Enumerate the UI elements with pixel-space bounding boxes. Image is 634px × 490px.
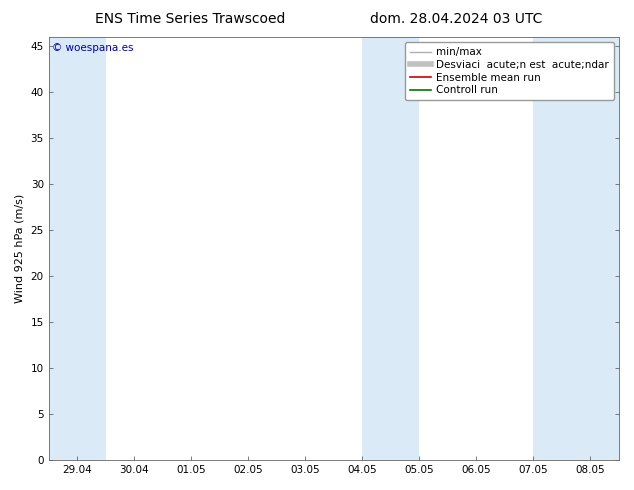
Legend: min/max, Desviaci  acute;n est  acute;ndar, Ensemble mean run, Controll run: min/max, Desviaci acute;n est acute;ndar… <box>404 42 614 100</box>
Text: dom. 28.04.2024 03 UTC: dom. 28.04.2024 03 UTC <box>370 12 543 26</box>
Y-axis label: Wind 925 hPa (m/s): Wind 925 hPa (m/s) <box>15 194 25 303</box>
Text: © woespana.es: © woespana.es <box>51 44 133 53</box>
Text: ENS Time Series Trawscoed: ENS Time Series Trawscoed <box>95 12 285 26</box>
Bar <box>49 37 106 460</box>
Bar <box>363 37 419 460</box>
Bar <box>533 37 619 460</box>
